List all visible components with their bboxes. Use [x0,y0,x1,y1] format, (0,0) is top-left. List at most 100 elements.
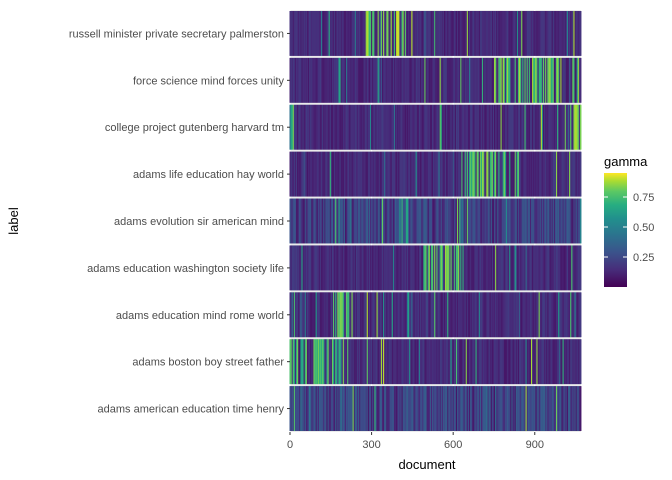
heatmap-cell [297,104,299,150]
heatmap-cell [498,292,500,338]
heatmap-cell [554,339,557,385]
heatmap-cell [330,386,333,431]
heatmap-cell [454,151,457,197]
heatmap-cell [377,386,380,431]
heatmap-cell [425,198,427,244]
heatmap-cell [348,292,350,338]
heatmap-cell [517,151,520,197]
heatmap-cell [292,339,295,385]
heatmap-cell [541,339,544,385]
heatmap-cell [289,339,291,385]
heatmap-cell [545,245,547,291]
heatmap-cell [307,11,310,56]
heatmap-cell [478,292,481,338]
heatmap-cell [422,386,424,431]
heatmap-cell [355,198,358,244]
heatmap-cell [316,104,319,150]
heatmap-cell [436,292,438,338]
heatmap-cell [391,386,394,431]
heatmap-cell [517,386,520,431]
heatmap-cell [529,11,532,56]
heatmap-cell [330,292,333,338]
heatmap-cell [294,245,297,291]
heatmap-cell [437,386,439,431]
heatmap-cell [422,339,424,385]
heatmap-cell [341,57,344,103]
heatmap-cell [575,198,578,244]
heatmap-cell [571,386,573,431]
heatmap-cell [379,57,382,103]
heatmap-cell [465,198,468,244]
heatmap-cell [347,245,349,291]
heatmap-cell [552,386,555,431]
heatmap-cell [399,57,401,103]
heatmap-cell [289,245,291,291]
heatmap-cell [442,386,445,431]
heatmap-cell [427,386,430,431]
heatmap-cell [436,386,438,431]
heatmap-cell [435,339,437,385]
heatmap-cell [395,57,397,103]
heatmap-cell [505,151,508,197]
heatmap-cell [395,386,397,431]
heatmap-cell [570,104,572,150]
heatmap-cell [404,245,407,291]
heatmap-cell [340,339,343,385]
heatmap-cell [363,386,365,431]
heatmap-cell [468,198,471,244]
heatmap-cell [298,292,300,338]
heatmap-cell [397,198,399,244]
heatmap-cell [505,292,508,338]
heatmap-cell [352,11,355,56]
heatmap-cell [525,104,528,150]
heatmap-cell [429,198,432,244]
heatmap-cell [502,292,505,338]
heatmap-cell [452,57,455,103]
heatmap-cell [473,292,475,338]
heatmap-cell [561,104,563,150]
heatmap-cell [306,57,309,103]
heatmap-cell [437,339,439,385]
heatmap-cell [417,57,420,103]
heatmap-cell [340,292,343,338]
heatmap-cell [457,245,459,291]
heatmap-cell [390,245,393,291]
heatmap-cell [371,292,373,338]
heatmap-cell [440,57,443,103]
heatmap-cell [467,386,470,431]
heatmap-cell [465,386,468,431]
heatmap-cell [406,386,409,431]
heatmap-cell [547,292,549,338]
heatmap-cell [422,198,424,244]
heatmap-cell [311,11,313,56]
y-tick-label: adams evolution sir american mind [114,216,284,228]
heatmap-cell [381,151,384,197]
heatmap-cell [388,104,390,150]
heatmap-cell [523,339,525,385]
heatmap-cell [421,151,423,197]
heatmap-cell [557,11,559,56]
heatmap-cell [360,198,362,244]
heatmap-cell [404,386,407,431]
heatmap-cell [449,339,451,385]
heatmap-cell [523,386,525,431]
legend-tick-label: 0.25 [633,252,654,264]
heatmap-cell [569,245,571,291]
heatmap-cell [415,198,418,244]
heatmap-cell [343,198,346,244]
heatmap-cell [565,11,568,56]
heatmap-cell [314,292,317,338]
heatmap-cell [507,151,509,197]
heatmap-cell [478,245,481,291]
heatmap-cell [385,339,387,385]
heatmap-cell [446,339,448,385]
heatmap-cell [392,292,395,338]
heatmap-cell [352,151,355,197]
heatmap-cell [399,339,401,385]
heatmap-cell [539,198,542,244]
heatmap-cell [363,151,365,197]
heatmap-cell [414,11,417,56]
heatmap-cell [300,104,302,150]
heatmap-cell [507,292,509,338]
heatmap-cell [466,104,469,150]
